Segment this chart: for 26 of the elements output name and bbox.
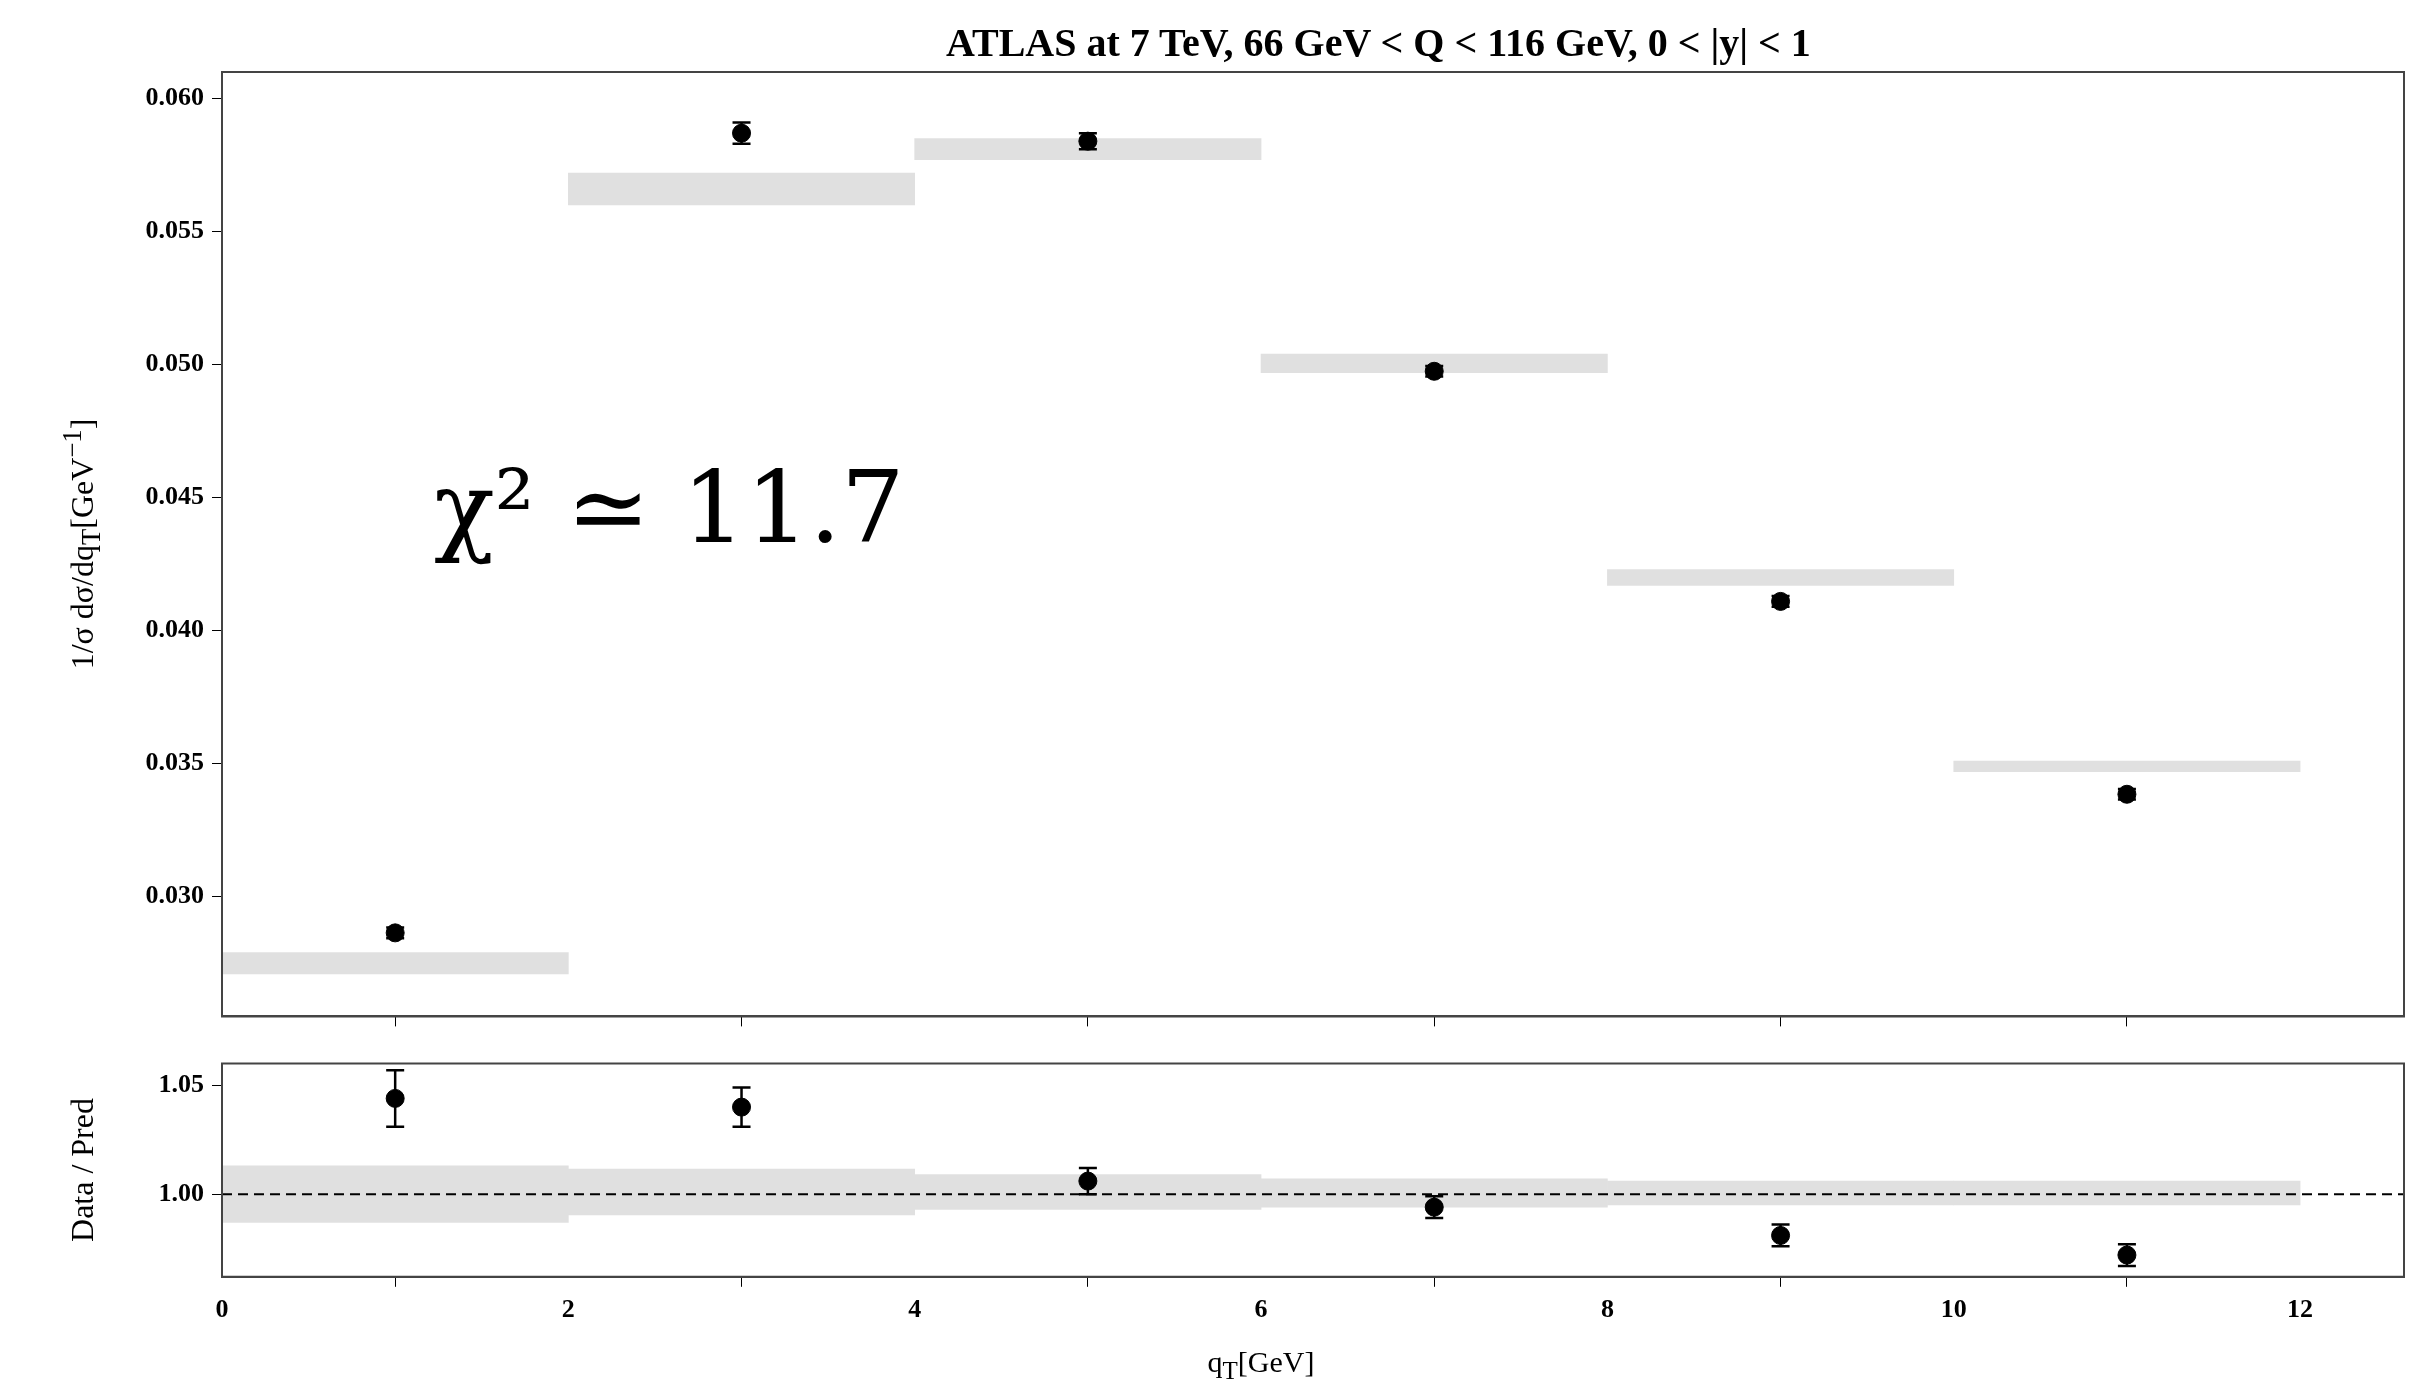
bar [222,952,569,975]
y-tick-label: 1.00 [158,1177,204,1207]
x-tick-label: 12 [2287,1294,2314,1324]
y-tick-label: 0.060 [145,82,204,112]
y-axis-title: Data / Pred [63,1098,101,1243]
bar [1953,760,2301,772]
bar [914,138,1262,161]
x-axis-title: q$_{T}$[GeV] [1207,1345,1315,1385]
x-tick-label: 8 [1600,1294,1614,1324]
y-tick-label: 0.030 [145,880,204,910]
y-tick-label: 0.040 [145,614,204,644]
y-tick-label: 1.05 [158,1069,204,1099]
x-tick-label: 2 [561,1294,575,1324]
bar [1607,569,1955,586]
annotation: χ² ≃ 11.7 [433,448,905,566]
bar [568,172,916,206]
x-tick-label: 4 [908,1294,922,1324]
chart-title: ATLAS at 7 TeV, 66 GeV < Q < 116 GeV, 0 < |y| < 1 [946,18,1811,66]
x-tick-label: 0 [215,1294,229,1324]
y-tick-label: 0.050 [145,348,204,378]
x-tick-label: 6 [1254,1294,1268,1324]
x-tick-label: 10 [1940,1294,1967,1324]
bar [1260,353,1608,373]
y-tick-label: 0.055 [145,215,204,245]
y-tick-label: 0.035 [145,747,204,777]
y-tick-label: 0.045 [145,481,204,511]
